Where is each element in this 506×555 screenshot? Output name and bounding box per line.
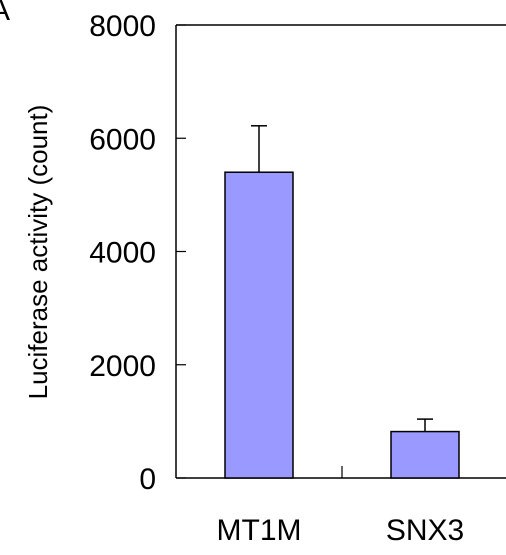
y-tick-label: 2000 bbox=[89, 350, 156, 383]
error-bars-group bbox=[251, 125, 433, 432]
panel-label: A bbox=[0, 0, 10, 27]
y-tick-label: 6000 bbox=[89, 123, 156, 156]
x-category-label: MT1M bbox=[217, 514, 302, 547]
y-axis-title: Luciferase activity (count) bbox=[23, 105, 53, 400]
bar-mt1m bbox=[224, 171, 294, 479]
x-axis-labels: MT1M SNX3 bbox=[217, 514, 465, 547]
y-tick-label: 4000 bbox=[89, 237, 156, 270]
bars-group bbox=[224, 171, 460, 479]
y-tick-label: 8000 bbox=[89, 10, 156, 43]
x-category-label: SNX3 bbox=[386, 514, 464, 547]
bar-snx3 bbox=[390, 430, 460, 479]
y-tick-label: 0 bbox=[139, 463, 156, 496]
y-axis-ticks: 0 2000 4000 6000 8000 bbox=[89, 10, 186, 496]
